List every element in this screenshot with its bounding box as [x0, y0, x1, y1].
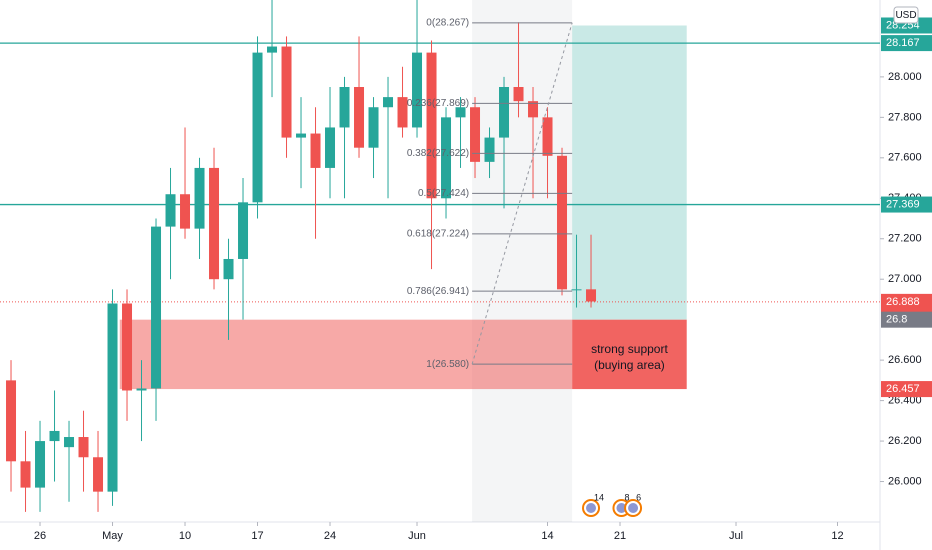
x-tick-label: 26 — [34, 530, 46, 542]
candle-body — [499, 87, 510, 138]
annotation-text: (buying area) — [594, 358, 665, 372]
candle-body — [165, 194, 176, 227]
x-tick-label: May — [102, 530, 123, 542]
currency-box — [893, 6, 919, 24]
candle-body — [64, 437, 75, 448]
price-label: 26.8 — [886, 314, 907, 326]
candle-body — [310, 133, 321, 168]
x-tick-label: Jun — [408, 530, 426, 542]
candle-body — [296, 133, 307, 138]
candle-body — [586, 289, 597, 302]
price-label: 26.457 — [886, 383, 920, 395]
y-tick-label: 28.000 — [888, 71, 922, 83]
candle-body — [368, 107, 379, 148]
candle-body — [441, 117, 452, 199]
event-count: 8 — [624, 492, 629, 502]
y-tick-label: 27.800 — [888, 111, 922, 123]
candle-body — [209, 167, 220, 280]
price-label-bg — [881, 311, 932, 328]
candle-body — [339, 87, 350, 128]
candle-body — [325, 127, 336, 168]
y-tick-label: 27.600 — [888, 152, 922, 164]
candle-body — [383, 97, 394, 108]
candle-body — [238, 202, 249, 259]
price-label-bg — [881, 196, 932, 213]
y-tick-label: 26.600 — [888, 354, 922, 366]
candle-body — [93, 457, 104, 492]
event-flag — [586, 503, 597, 513]
event-count: 14 — [594, 492, 604, 502]
position-target — [572, 25, 687, 320]
annotation-text: strong support — [591, 342, 668, 356]
candle-body — [6, 380, 17, 462]
candle-body — [194, 167, 205, 229]
fib-label: 0.5(27.424) — [418, 188, 469, 199]
candle-body — [455, 107, 466, 118]
x-tick-label: Jul — [729, 530, 743, 542]
position-stop — [572, 319, 687, 390]
fib-label: 0.786(26.941) — [407, 286, 469, 297]
y-tick-label: 27.200 — [888, 233, 922, 245]
fib-label: 0.236(27.869) — [407, 98, 469, 109]
candle-body — [35, 441, 46, 488]
candle-body — [470, 107, 481, 162]
x-tick-label: 24 — [324, 530, 336, 542]
candle-body — [78, 437, 89, 458]
fib-label: 1(26.580) — [426, 359, 469, 370]
y-tick-label: 27.000 — [888, 273, 922, 285]
y-tick-label: 26.400 — [888, 395, 922, 407]
candle-body — [223, 258, 234, 280]
candle-body — [49, 430, 60, 442]
candle-body — [281, 46, 292, 138]
candle-body — [412, 52, 423, 128]
x-tick-label: 12 — [831, 530, 843, 542]
candle-body — [122, 303, 133, 391]
candle-body — [20, 461, 31, 488]
candle-body — [107, 303, 118, 492]
currency: USD — [895, 10, 916, 21]
candle-body — [267, 46, 278, 53]
fib-label: 0.618(27.224) — [407, 229, 469, 240]
candle-body — [136, 388, 147, 391]
price-label: 26.888 — [886, 296, 920, 308]
event-flag — [616, 503, 627, 513]
y-tick-label: 26.000 — [888, 475, 922, 487]
candle-body — [397, 97, 408, 128]
fib-label: 0(28.267) — [426, 18, 469, 29]
plot-area — [0, 0, 880, 522]
candle-body — [484, 137, 495, 162]
x-tick-label: 21 — [614, 530, 626, 542]
fib-trend — [471, 22, 573, 365]
event-count: 6 — [636, 492, 641, 502]
candle-body — [542, 117, 553, 156]
overlay: 0(28.267) 0.236(27.869) 0.382(27.622) 0.5(2… — [407, 18, 668, 517]
candle-body — [252, 52, 263, 203]
fib-label: 0.382(27.622) — [407, 148, 469, 159]
support-zone — [119, 319, 573, 390]
x-tick-label: 10 — [179, 530, 191, 542]
candle-body — [513, 87, 524, 102]
y-tick-label: 26.200 — [888, 435, 922, 447]
event-flag — [628, 503, 639, 513]
candle-body — [354, 87, 365, 148]
candle-body — [180, 194, 191, 229]
price-label-bg — [881, 35, 932, 52]
candle-body — [528, 101, 539, 118]
x-tick-label: 14 — [541, 530, 553, 542]
candle-body — [557, 155, 568, 290]
price-label: 27.369 — [886, 198, 920, 210]
price-label: 28.167 — [886, 37, 920, 49]
candle-body — [426, 52, 437, 199]
candle-body — [151, 226, 162, 389]
price-label-bg — [881, 381, 932, 398]
candle-body — [571, 289, 582, 291]
x-tick-label: 17 — [251, 530, 263, 542]
